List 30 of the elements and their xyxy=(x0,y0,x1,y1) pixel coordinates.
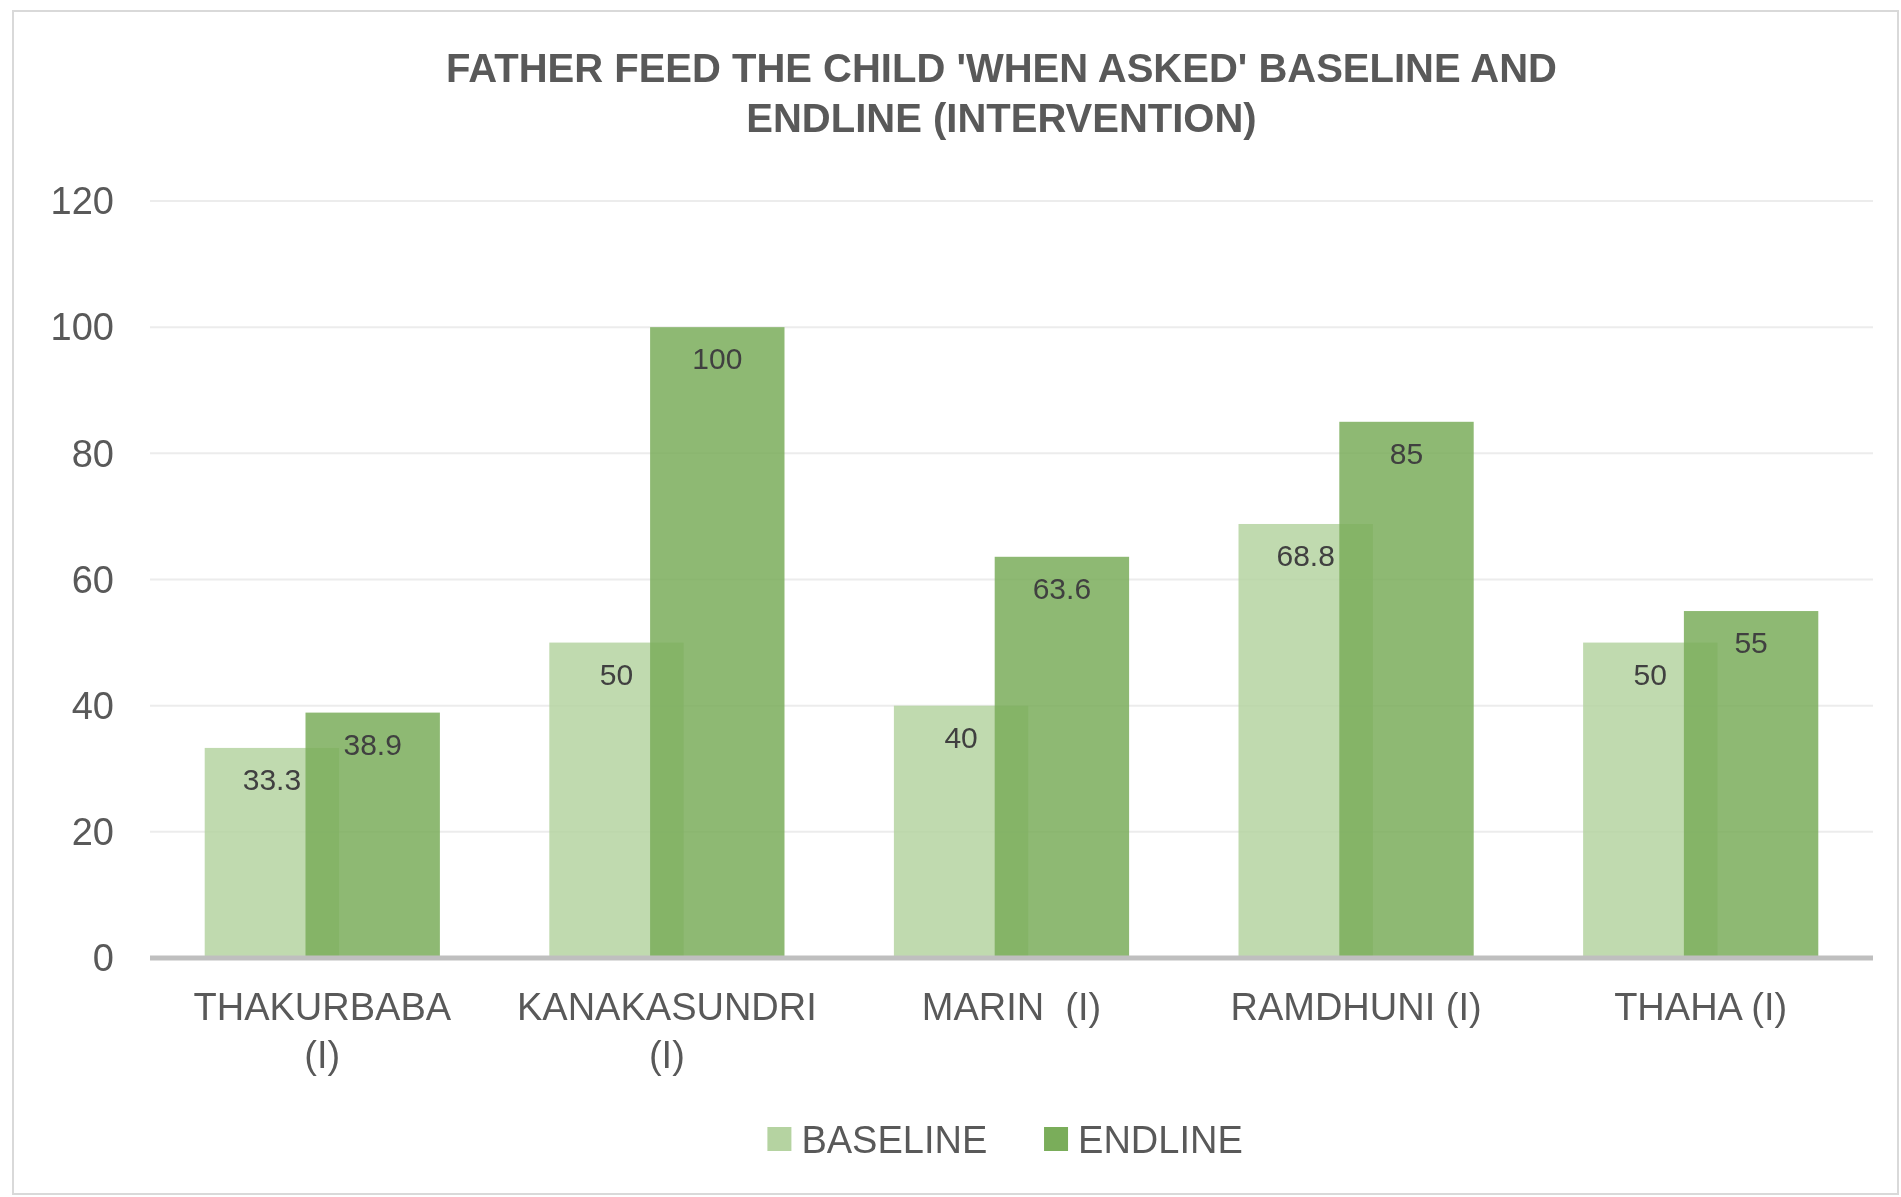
y-tick-label: 40 xyxy=(71,684,114,727)
data-label: 63.6 xyxy=(1032,571,1092,605)
y-tick-label: 120 xyxy=(50,180,114,223)
x-tick-label: RAMDHUNI (I) xyxy=(1230,986,1482,1028)
data-label: 68.8 xyxy=(1276,538,1335,572)
y-tick-label: 60 xyxy=(71,558,114,601)
data-label: 50 xyxy=(1633,657,1667,691)
x-tick-label: THAHA (I) xyxy=(1614,986,1788,1028)
bar xyxy=(650,327,785,958)
data-label: 55 xyxy=(1734,626,1768,660)
bar xyxy=(1339,421,1474,958)
data-label: 100 xyxy=(692,342,743,376)
y-tick-label: 0 xyxy=(92,937,114,980)
y-tick-label: 100 xyxy=(50,306,114,349)
data-label: 38.9 xyxy=(343,727,402,761)
chart-title: FATHER FEED THE CHILD 'WHEN ASKED' BASELINE AND ENDLINE (INTERVENTION) xyxy=(446,46,1557,140)
y-tick-label: 20 xyxy=(71,811,114,854)
data-label: 85 xyxy=(1389,436,1424,470)
x-tick-label: KANAKASUNDRI (I) xyxy=(516,986,817,1076)
bar xyxy=(305,712,440,958)
bar xyxy=(994,556,1130,958)
data-label: 50 xyxy=(599,657,634,691)
data-label: 40 xyxy=(944,720,978,754)
legend-label: BASELINE xyxy=(801,1119,988,1162)
x-tick-label: THAKURBABA (I) xyxy=(193,986,452,1076)
legend-label: ENDLINE xyxy=(1078,1119,1243,1162)
x-tick-label: MARIN (I) xyxy=(921,986,1102,1028)
y-tick-label: 80 xyxy=(71,432,114,475)
bar xyxy=(1683,611,1819,958)
data-label: 33.3 xyxy=(242,762,302,796)
